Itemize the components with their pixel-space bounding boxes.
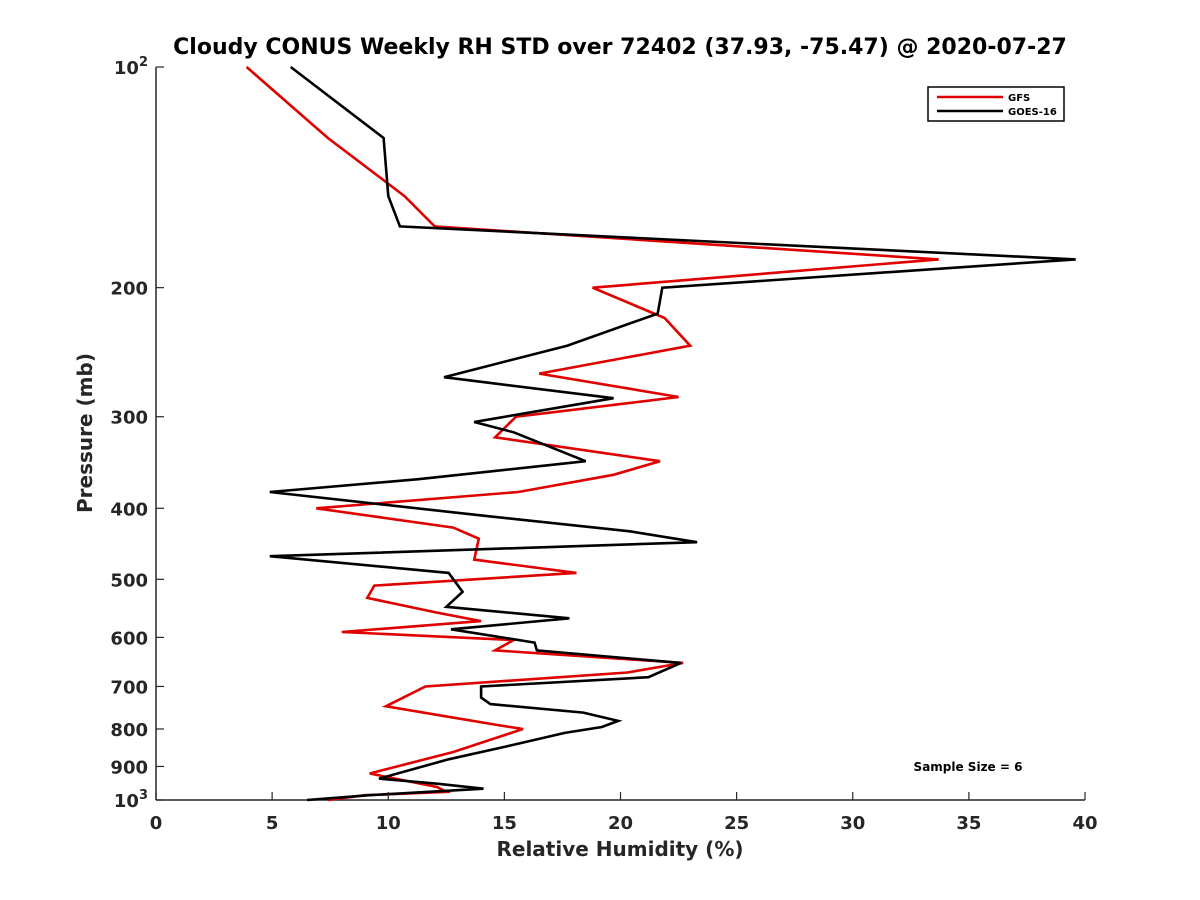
sample-size-annotation: Sample Size = 6 (914, 760, 1023, 774)
y-tick-label: 800 (110, 720, 148, 741)
x-tick-label: 30 (840, 813, 865, 834)
plot-area (155, 65, 1085, 802)
legend-label: GFS (1008, 93, 1030, 104)
x-tick-label: 0 (150, 813, 163, 834)
y-tick-label: 200 (110, 279, 148, 300)
y-axis-label: Pressure (mb) (73, 353, 97, 513)
y-tick-label: 900 (110, 757, 148, 778)
x-tick-label: 5 (266, 813, 279, 834)
y-tick-label: 400 (110, 499, 148, 520)
y-tick-label: 103 (114, 788, 148, 812)
x-axis-ticks: 0 5 10 15 20 25 30 35 40 (150, 792, 1098, 834)
chart-title: Cloudy CONUS Weekly RH STD over 72402 (3… (173, 35, 1067, 60)
x-tick-label: 25 (724, 813, 749, 834)
y-tick-label: 500 (110, 570, 148, 591)
y-tick-label: 600 (110, 628, 148, 649)
legend: GFS GOES-16 (927, 86, 1065, 122)
x-axis-label: Relative Humidity (%) (496, 837, 743, 861)
series-line (245, 66, 939, 802)
x-tick-label: 20 (608, 813, 633, 834)
y-tick-label: 700 (110, 677, 148, 698)
x-tick-label: 15 (492, 813, 517, 834)
series-goes-16 (269, 65, 1076, 802)
x-tick-label: 35 (956, 813, 981, 834)
y-axis-ticks: 102 200 300 400 500 600 700 800 900 103 (110, 55, 164, 812)
x-tick-label: 40 (1072, 813, 1097, 834)
legend-label: GOES-16 (1008, 107, 1057, 118)
series-line (269, 65, 1076, 802)
y-tick-label: 102 (114, 55, 148, 79)
x-tick-label: 10 (376, 813, 401, 834)
y-tick-label: 300 (110, 408, 148, 429)
legend-box (927, 86, 1065, 122)
series-gfs (245, 66, 939, 802)
